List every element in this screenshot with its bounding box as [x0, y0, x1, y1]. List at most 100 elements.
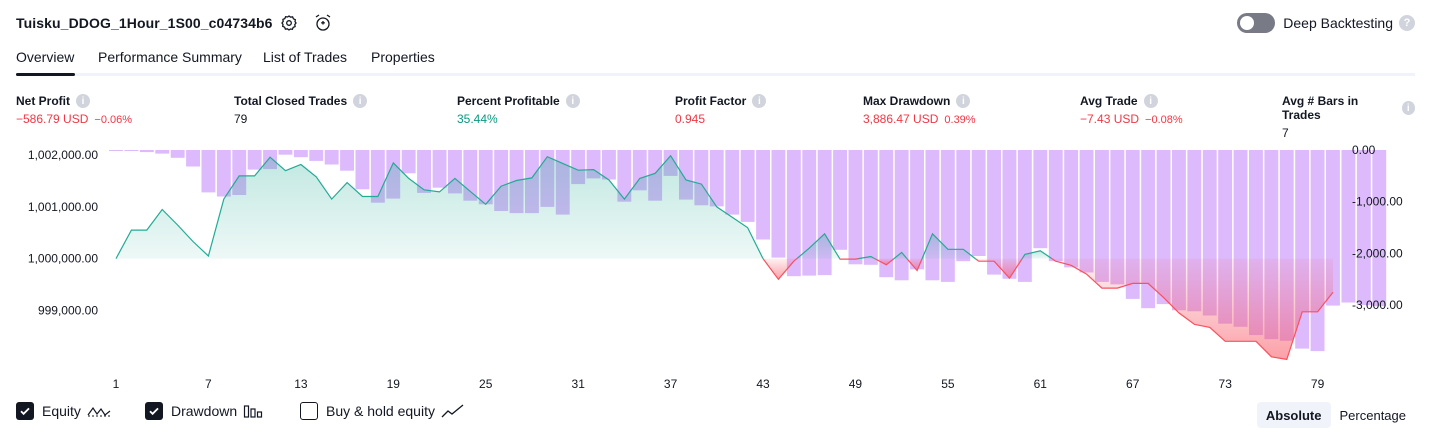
drawdown-tick-label: -2,000.00 — [1352, 246, 1403, 260]
equity-line-negative — [762, 258, 798, 281]
trade-tick-label: 7 — [205, 377, 212, 391]
metric-label: Net Profit — [16, 94, 70, 108]
metric-label: Percent Profitable — [457, 94, 560, 108]
equity-line-negative — [839, 258, 859, 260]
info-icon[interactable]: i — [565, 94, 580, 108]
drawdown-bar — [894, 150, 909, 281]
equity-area-positive — [1022, 250, 1052, 259]
metric-value: −7.43 USD — [1080, 112, 1140, 126]
drawdown-tick-label: 0.00 — [1352, 143, 1376, 157]
trade-tick-label: 55 — [941, 377, 955, 391]
trade-tick-label: 25 — [479, 377, 493, 391]
drawdown-bar — [1341, 150, 1356, 303]
percentage-button[interactable]: Percentage — [1339, 407, 1407, 423]
legend-drawdown[interactable]: Drawdown — [145, 402, 263, 420]
info-icon[interactable]: i — [76, 94, 90, 108]
equity-line-negative — [974, 258, 1023, 280]
equity-area-positive — [894, 252, 907, 259]
trade-tick-label: 79 — [1311, 377, 1325, 391]
tab-properties-label: Properties — [371, 49, 435, 65]
metric-net-profit: Net Profit i −586.79 USD −0.06% — [16, 94, 132, 126]
tab-properties[interactable]: Properties — [371, 49, 435, 65]
drawdown-bar — [186, 150, 200, 167]
drawdown-bar — [709, 150, 724, 207]
absolute-button[interactable]: Absolute — [1256, 402, 1331, 428]
value-mode-toggle: Absolute Percentage — [1256, 402, 1415, 428]
tab-list-of-trades[interactable]: List of Trades — [263, 49, 347, 65]
metric-label: Total Closed Trades — [234, 94, 348, 108]
help-icon[interactable]: ? — [1399, 15, 1415, 31]
info-icon[interactable]: i — [1143, 94, 1158, 108]
drawdown-bar — [1356, 150, 1371, 306]
drawdown-bar — [786, 150, 801, 277]
tab-list-of-trades-label: List of Trades — [263, 49, 348, 65]
equity-line-positive — [858, 255, 875, 260]
legend-equity[interactable]: Equity — [16, 402, 111, 420]
drawdown-bar — [139, 150, 154, 153]
metric-sub-value: −0.08% — [1145, 114, 1183, 126]
drawdown-bar — [1064, 150, 1079, 268]
equity-tick-label: 1,001,000.00 — [28, 200, 98, 214]
equity-checkbox[interactable] — [16, 402, 34, 420]
metrics-row: Net Profit i −586.79 USD −0.06% Total Clos… — [16, 94, 1415, 140]
equity-line-positive — [893, 251, 908, 260]
drawdown-bar — [725, 150, 740, 215]
equity-line-positive — [921, 232, 976, 260]
trade-tick-label: 49 — [849, 377, 863, 391]
tab-performance-summary[interactable]: Performance Summary — [98, 49, 242, 65]
buy-hold-checkbox[interactable] — [300, 402, 318, 420]
metric-label: Profit Factor — [675, 94, 747, 108]
metric-sub-value: 0.39% — [944, 114, 976, 126]
tab-performance-summary-label: Performance Summary — [98, 49, 242, 65]
equity-axis: 1,002,000.00 1,001,000.00 1,000,000.00 999,… — [28, 148, 98, 317]
legend-buy-hold-equity[interactable]: Buy & hold equity — [300, 402, 465, 420]
drawdown-bar — [124, 150, 139, 151]
drawdown-bar — [833, 150, 847, 250]
info-icon[interactable]: i — [353, 94, 368, 108]
drawdown-bar — [1033, 150, 1048, 249]
trade-tick-label: 37 — [664, 377, 678, 391]
drawdown-bar — [309, 150, 324, 161]
drawdown-bar — [401, 150, 416, 174]
drawdown-bar — [956, 150, 971, 262]
metric-sub-value: −0.06% — [94, 114, 133, 126]
equity-line-negative — [1051, 258, 1334, 361]
drawdown-bar — [201, 150, 216, 193]
drawdown-bar — [1017, 150, 1032, 282]
equity-area-positive — [116, 155, 763, 259]
metric-label: Max Drawdown — [863, 94, 951, 108]
equity-drawdown-chart[interactable]: 1,002,000.00 1,001,000.00 1,000,000.00 999,… — [0, 136, 1431, 398]
deep-backtesting-label: Deep Backtesting — [1283, 15, 1393, 31]
drawdown-bar — [848, 150, 863, 265]
equity-tick-label: 1,002,000.00 — [28, 148, 98, 162]
tab-overview[interactable]: Overview — [16, 49, 74, 65]
metric-label: Avg Trade — [1080, 94, 1138, 108]
chart-legend: Equity Drawdown Buy & hold equity Absolu… — [16, 402, 1415, 428]
drawdown-bar — [355, 150, 370, 190]
metric-avg-bars-in-trades: Avg # Bars in Trades i 7 — [1282, 94, 1415, 140]
drawdown-bar — [247, 150, 262, 170]
drawdown-bar — [478, 150, 493, 205]
info-icon[interactable]: i — [752, 94, 767, 108]
drawdown-bar — [987, 150, 1001, 275]
deep-backtesting-toggle[interactable] — [1237, 13, 1276, 33]
equity-line-positive — [1021, 250, 1053, 260]
equity-line-icon — [87, 404, 111, 418]
metric-profit-factor: Profit Factor i 0.945 — [675, 94, 767, 126]
tab-overview-label: Overview — [16, 49, 75, 65]
strategy-header: Tuisku_DDOG_1Hour_1S00_c04734b6 Deep Bac… — [16, 10, 1415, 38]
add-alert-clock-icon[interactable] — [312, 12, 334, 34]
trade-tick-label: 73 — [1219, 377, 1233, 391]
metric-value: 7 — [1282, 126, 1289, 140]
trade-tick-label: 19 — [387, 377, 401, 391]
drawdown-checkbox[interactable] — [145, 402, 163, 420]
info-icon[interactable]: i — [956, 94, 971, 108]
drawdown-bar — [324, 150, 339, 165]
settings-gear-icon[interactable] — [278, 12, 300, 34]
info-icon[interactable]: i — [1401, 101, 1415, 115]
equity-area-negative — [1051, 258, 1333, 360]
equity-line-positive — [796, 232, 841, 260]
legend-label: Drawdown — [171, 403, 238, 419]
metric-percent-profitable: Percent Profitable i 35.44% — [457, 94, 580, 126]
drawdown-bar — [925, 150, 940, 281]
